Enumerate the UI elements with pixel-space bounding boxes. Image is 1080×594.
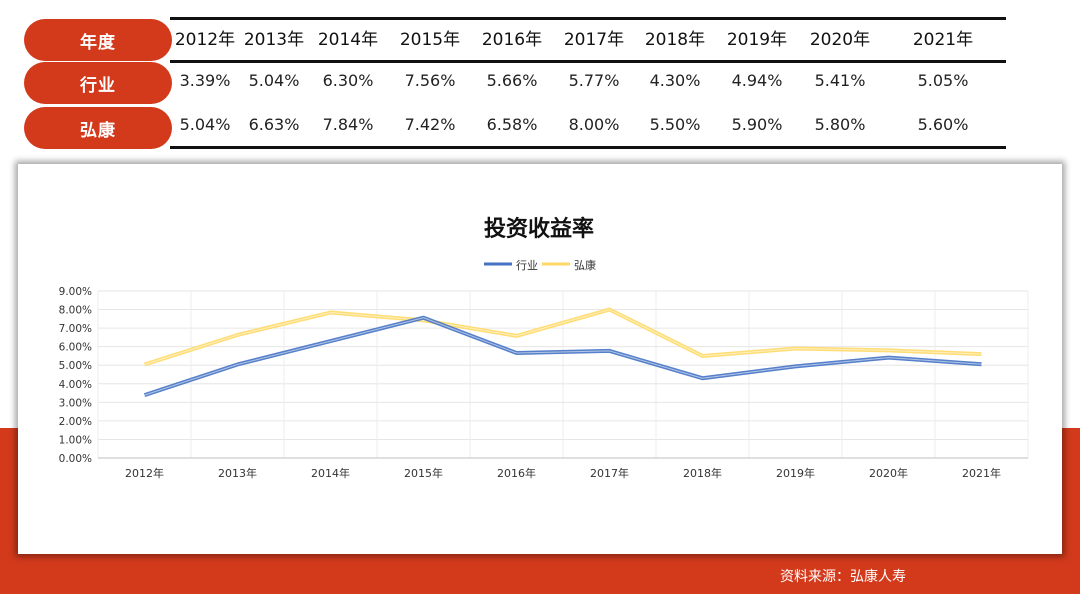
hongkang-rate-cell: 7.42% <box>404 115 456 134</box>
legend-label-0: 行业 <box>516 259 538 272</box>
table-header-rule <box>170 60 1006 63</box>
industry-rate-cell: 5.66% <box>486 71 538 90</box>
chart-card: 投资收益率行业 弘康 0.00% 1.00% 2.00% 3.00% 4.00% 5.00% 6… <box>18 164 1062 554</box>
x-tick-label: 2014年 <box>311 466 350 480</box>
hongkang-rate-cell: 7.84% <box>322 115 374 134</box>
x-tick-label: 2016年 <box>497 466 536 480</box>
hongkang-rate-cell: 5.80% <box>814 115 866 134</box>
hongkang-rate-cell: 6.58% <box>486 115 538 134</box>
x-tick-label: 2019年 <box>776 466 815 480</box>
x-tick-label: 2020年 <box>869 466 908 480</box>
chart-title: 投资收益率 <box>484 216 594 242</box>
series-line-highlight-hongkang <box>144 309 982 365</box>
x-tick-label: 2012年 <box>125 466 164 480</box>
y-tick-label: 0.00% <box>59 453 92 465</box>
hongkang-rate-cell: 6.63% <box>248 115 300 134</box>
y-tick-label: 6.00% <box>59 342 92 354</box>
x-tick-label: 2018年 <box>683 466 722 480</box>
y-tick-label: 3.00% <box>59 397 92 409</box>
hongkang-rate-cell: 5.90% <box>731 115 783 134</box>
x-tick-label: 2015年 <box>404 466 443 480</box>
industry-rate-cell: 5.04% <box>248 71 300 90</box>
source-note: 资料来源：弘康人寿 <box>780 569 906 585</box>
industry-rate-cell: 7.56% <box>404 71 456 90</box>
industry-rate-cell: 4.94% <box>731 71 783 90</box>
hongkang-rate-cell: 5.60% <box>917 115 969 134</box>
y-tick-label: 4.00% <box>59 379 92 391</box>
industry-rate-cell: 4.30% <box>649 71 701 90</box>
industry-rate-cell: 5.41% <box>814 71 866 90</box>
table-top-rule <box>170 17 1006 20</box>
x-tick-label: 2017年 <box>590 466 629 480</box>
year-cell: 2012年 <box>174 30 236 50</box>
year-cell: 2016年 <box>481 30 543 50</box>
x-tick-label: 2021年 <box>962 466 1001 480</box>
row-label-industry: 行业 <box>24 62 172 104</box>
year-cell: 2013年 <box>243 30 305 50</box>
table-bottom-rule <box>170 146 1006 149</box>
x-tick-label: 2013年 <box>218 466 257 480</box>
legend-label-1: 弘康 <box>574 258 596 272</box>
industry-rate-cell: 5.77% <box>568 71 620 90</box>
year-cell: 2021年 <box>912 30 974 50</box>
y-tick-label: 1.00% <box>59 434 92 446</box>
industry-rate-cell: 3.39% <box>179 71 231 90</box>
year-cell: 2019年 <box>726 30 788 50</box>
year-cell: 2020年 <box>809 30 871 50</box>
row-label-year: 年度 <box>24 19 172 61</box>
y-tick-label: 8.00% <box>59 305 92 317</box>
year-cell: 2018年 <box>644 30 706 50</box>
year-cell: 2014年 <box>317 30 379 50</box>
series-line-highlight-industry <box>144 317 982 396</box>
hongkang-rate-cell: 5.50% <box>649 115 701 134</box>
y-tick-label: 7.00% <box>59 323 92 335</box>
industry-rate-cell: 5.05% <box>917 71 969 90</box>
y-tick-label: 2.00% <box>59 416 92 428</box>
year-cell: 2015年 <box>399 30 461 50</box>
row-label-hongkang: 弘康 <box>24 107 172 149</box>
industry-rate-cell: 6.30% <box>322 71 374 90</box>
year-cell: 2017年 <box>563 30 625 50</box>
y-tick-label: 5.00% <box>59 360 92 372</box>
hongkang-rate-cell: 5.04% <box>179 115 231 134</box>
y-tick-label: 9.00% <box>59 286 92 298</box>
hongkang-rate-cell: 8.00% <box>568 115 620 134</box>
